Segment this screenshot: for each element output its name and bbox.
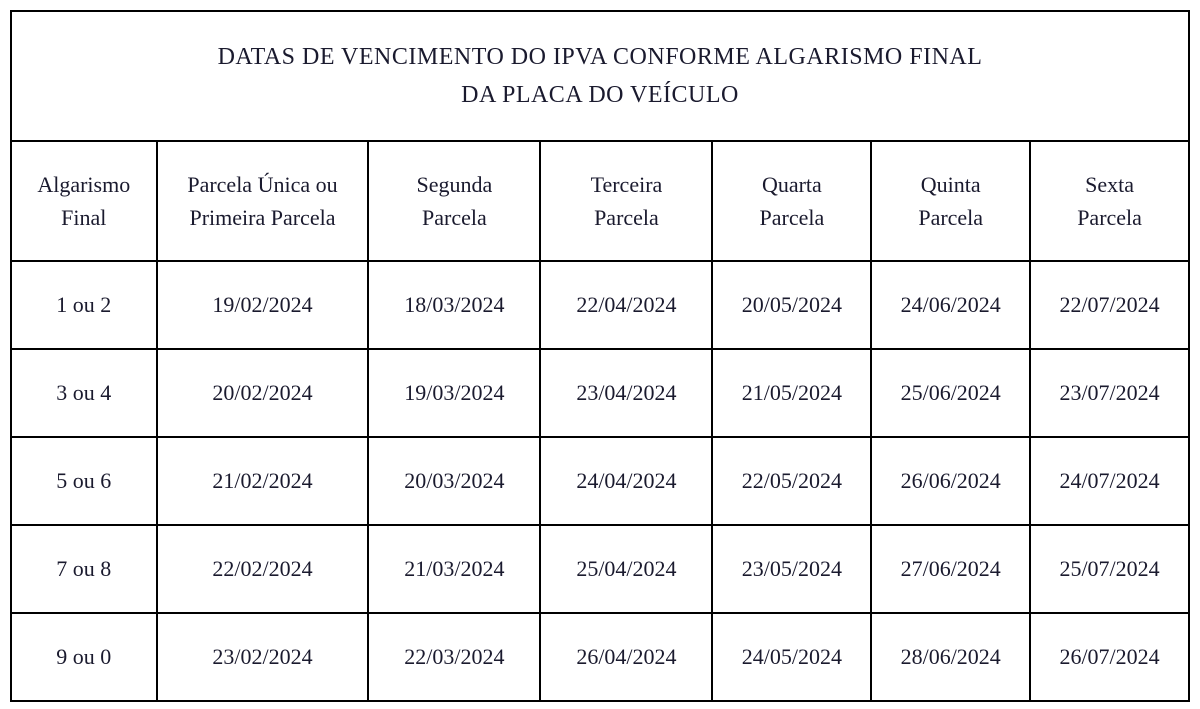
cell-date: 22/07/2024 <box>1030 261 1189 349</box>
title-line-2: DA PLACA DO VEÍCULO <box>461 82 739 108</box>
ipva-due-dates-table: DATAS DE VENCIMENTO DO IPVA CONFORME ALG… <box>10 10 1190 702</box>
cell-date: 24/06/2024 <box>871 261 1030 349</box>
cell-date: 21/05/2024 <box>712 349 871 437</box>
cell-algarismo: 3 ou 4 <box>11 349 157 437</box>
cell-algarismo: 5 ou 6 <box>11 437 157 525</box>
table-row: 7 ou 8 22/02/2024 21/03/2024 25/04/2024 … <box>11 525 1189 613</box>
cell-date: 24/07/2024 <box>1030 437 1189 525</box>
header-terceira-parcela: TerceiraParcela <box>540 141 712 261</box>
cell-date: 18/03/2024 <box>368 261 540 349</box>
table-row: 3 ou 4 20/02/2024 19/03/2024 23/04/2024 … <box>11 349 1189 437</box>
cell-date: 27/06/2024 <box>871 525 1030 613</box>
cell-date: 25/06/2024 <box>871 349 1030 437</box>
table-row: 5 ou 6 21/02/2024 20/03/2024 24/04/2024 … <box>11 437 1189 525</box>
cell-date: 23/07/2024 <box>1030 349 1189 437</box>
header-sexta-parcela: SextaParcela <box>1030 141 1189 261</box>
cell-date: 20/02/2024 <box>157 349 369 437</box>
cell-date: 22/02/2024 <box>157 525 369 613</box>
cell-date: 19/03/2024 <box>368 349 540 437</box>
cell-date: 22/03/2024 <box>368 613 540 701</box>
header-algarismo-final: AlgarismoFinal <box>11 141 157 261</box>
header-row: AlgarismoFinal Parcela Única ouPrimeira … <box>11 141 1189 261</box>
header-parcela-unica: Parcela Única ouPrimeira Parcela <box>157 141 369 261</box>
cell-algarismo: 9 ou 0 <box>11 613 157 701</box>
title-row: DATAS DE VENCIMENTO DO IPVA CONFORME ALG… <box>11 11 1189 141</box>
cell-date: 25/07/2024 <box>1030 525 1189 613</box>
cell-date: 20/03/2024 <box>368 437 540 525</box>
header-segunda-parcela: SegundaParcela <box>368 141 540 261</box>
header-quarta-parcela: QuartaParcela <box>712 141 871 261</box>
cell-date: 21/02/2024 <box>157 437 369 525</box>
cell-date: 21/03/2024 <box>368 525 540 613</box>
table-title: DATAS DE VENCIMENTO DO IPVA CONFORME ALG… <box>11 11 1189 141</box>
cell-date: 19/02/2024 <box>157 261 369 349</box>
cell-date: 26/07/2024 <box>1030 613 1189 701</box>
title-line-1: DATAS DE VENCIMENTO DO IPVA CONFORME ALG… <box>218 44 983 70</box>
cell-date: 22/04/2024 <box>540 261 712 349</box>
cell-date: 23/02/2024 <box>157 613 369 701</box>
cell-date: 23/04/2024 <box>540 349 712 437</box>
cell-date: 28/06/2024 <box>871 613 1030 701</box>
cell-date: 20/05/2024 <box>712 261 871 349</box>
cell-algarismo: 7 ou 8 <box>11 525 157 613</box>
cell-date: 26/04/2024 <box>540 613 712 701</box>
table-row: 1 ou 2 19/02/2024 18/03/2024 22/04/2024 … <box>11 261 1189 349</box>
header-quinta-parcela: QuintaParcela <box>871 141 1030 261</box>
cell-date: 25/04/2024 <box>540 525 712 613</box>
cell-algarismo: 1 ou 2 <box>11 261 157 349</box>
table-row: 9 ou 0 23/02/2024 22/03/2024 26/04/2024 … <box>11 613 1189 701</box>
cell-date: 24/05/2024 <box>712 613 871 701</box>
cell-date: 26/06/2024 <box>871 437 1030 525</box>
cell-date: 22/05/2024 <box>712 437 871 525</box>
cell-date: 24/04/2024 <box>540 437 712 525</box>
cell-date: 23/05/2024 <box>712 525 871 613</box>
